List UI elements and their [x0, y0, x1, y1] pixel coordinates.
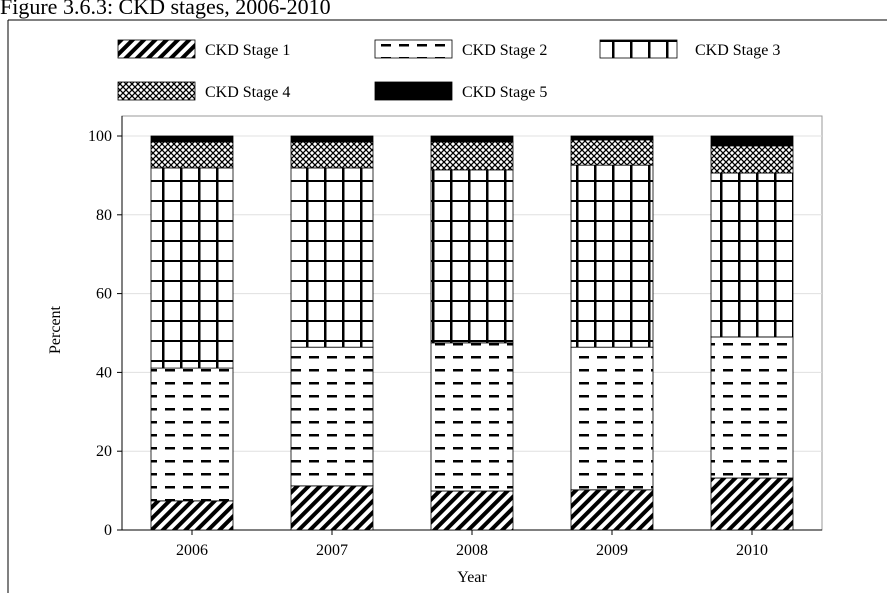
y-tick-label: 60 — [96, 286, 112, 303]
bar-segment — [150, 167, 234, 369]
bar-segment — [710, 477, 794, 531]
y-axis-label: Percent — [47, 305, 64, 354]
legend-label: CKD Stage 1 — [205, 42, 290, 59]
bar-segment — [430, 135, 514, 143]
x-tick-label: 2006 — [176, 542, 208, 559]
bar-segment — [290, 167, 374, 348]
bar-segment — [710, 145, 794, 174]
bar-segment — [430, 141, 514, 171]
bar-segment — [430, 490, 514, 531]
bar-segment — [150, 141, 234, 169]
x-tick-label: 2007 — [316, 542, 348, 559]
legend-label: CKD Stage 3 — [695, 42, 780, 59]
bar-segment — [150, 135, 234, 143]
x-tick-label: 2009 — [596, 542, 628, 559]
legend-label: CKD Stage 2 — [462, 42, 547, 59]
bar-segment — [570, 135, 654, 141]
y-tick-label: 80 — [96, 207, 112, 224]
bar-segment — [710, 172, 794, 338]
bar-segment — [150, 500, 234, 531]
y-tick-label: 40 — [96, 364, 112, 381]
bar-segment — [290, 135, 374, 143]
legend-swatch — [117, 81, 196, 101]
legend-label: CKD Stage 5 — [462, 84, 547, 101]
y-tick-label: 20 — [96, 443, 112, 460]
legend-swatch — [599, 39, 678, 59]
bar-segment — [430, 342, 514, 492]
bar-segment — [150, 367, 234, 502]
bar-segment — [570, 164, 654, 348]
bar-segment — [710, 135, 794, 147]
bar-segment — [290, 346, 374, 487]
x-tick-label: 2010 — [736, 542, 768, 559]
x-axis-label: Year — [457, 569, 487, 586]
bar-segment — [290, 485, 374, 531]
bar-segment — [710, 336, 794, 479]
legend-swatch — [374, 39, 453, 59]
y-tick-label: 0 — [104, 522, 112, 539]
bar-segment — [430, 169, 514, 344]
legend-swatch — [117, 39, 196, 59]
bar-segment — [290, 141, 374, 169]
chart-title: Figure 3.6.3: CKD stages, 2006-2010 — [0, 0, 331, 19]
bar-segment — [570, 489, 654, 531]
x-tick-label: 2008 — [456, 542, 488, 559]
bar-segment — [570, 139, 654, 166]
bar-segment — [570, 346, 654, 491]
legend-label: CKD Stage 4 — [205, 84, 290, 101]
y-tick-label: 100 — [88, 128, 112, 145]
legend-swatch — [374, 81, 453, 101]
